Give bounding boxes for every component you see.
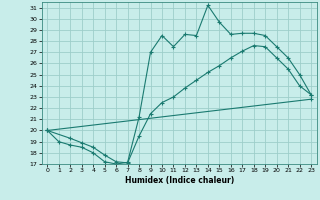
X-axis label: Humidex (Indice chaleur): Humidex (Indice chaleur): [124, 176, 234, 185]
